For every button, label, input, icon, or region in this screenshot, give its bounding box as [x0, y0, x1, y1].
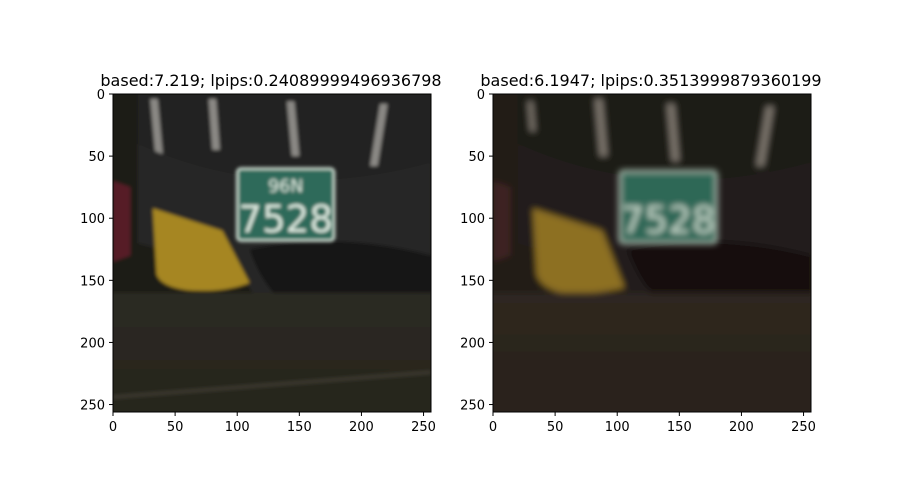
ground [113, 292, 431, 412]
image-right: 7528 [493, 94, 811, 412]
bollard [152, 208, 250, 291]
axes-frame [492, 93, 812, 413]
subplot-left-title: based:7.219; lpips:0.24089999496936798 [100, 71, 441, 90]
x-tick-label: 50 [547, 420, 564, 435]
y-axis: 0 50 100 150 200 250 [460, 88, 493, 414]
ground [493, 292, 811, 412]
license-plate-right: 7528 [618, 169, 718, 245]
y-tick-label: 200 [460, 336, 485, 351]
x-tick-label: 150 [287, 420, 312, 435]
y-tick-label: 100 [80, 212, 105, 227]
y-tick-label: 50 [468, 150, 485, 165]
plate-number: 7528 [621, 198, 716, 242]
y-tick-label: 250 [80, 399, 105, 414]
x-tick-label: 100 [605, 420, 630, 435]
x-tick-label: 250 [791, 420, 816, 435]
y-tick-label: 150 [460, 274, 485, 289]
y-tick-label: 0 [97, 88, 105, 103]
x-tick-label: 200 [349, 420, 374, 435]
y-tick-label: 100 [460, 212, 485, 227]
plate-top-text: 96N [268, 177, 303, 197]
x-tick-label: 0 [109, 420, 117, 435]
x-tick-label: 150 [667, 420, 692, 435]
bollard [532, 208, 625, 294]
grille-slats [150, 98, 388, 167]
red-panel [113, 180, 131, 262]
y-tick-label: 250 [460, 399, 485, 414]
ground-edge [113, 370, 431, 399]
x-tick-label: 50 [167, 420, 184, 435]
y-tick-label: 0 [477, 88, 485, 103]
red-panel [493, 180, 511, 262]
y-tick-label: 150 [80, 274, 105, 289]
image-left: 96N 7528 [113, 94, 431, 412]
y-axis: 0 50 100 150 200 250 [80, 88, 113, 414]
y-tick-label: 200 [80, 336, 105, 351]
subplot-right-title: based:6.1947; lpips:0.3513999879360199 [480, 71, 821, 90]
y-tick-label: 50 [88, 150, 105, 165]
x-axis: 0 50 100 150 200 250 [109, 412, 436, 435]
x-tick-label: 100 [225, 420, 250, 435]
x-tick-label: 200 [729, 420, 754, 435]
x-axis: 0 50 100 150 200 250 [489, 412, 816, 435]
x-tick-label: 250 [411, 420, 436, 435]
subplot-right: based:6.1947; lpips:0.3513999879360199 [460, 71, 821, 435]
plate-number: 7528 [238, 197, 333, 241]
axes-frame [112, 93, 432, 413]
license-plate-left: 96N 7528 [235, 167, 336, 242]
grille-slats [527, 98, 774, 167]
x-tick-label: 0 [489, 420, 497, 435]
subplot-left: based:7.219; lpips:0.24089999496936798 [80, 71, 441, 435]
